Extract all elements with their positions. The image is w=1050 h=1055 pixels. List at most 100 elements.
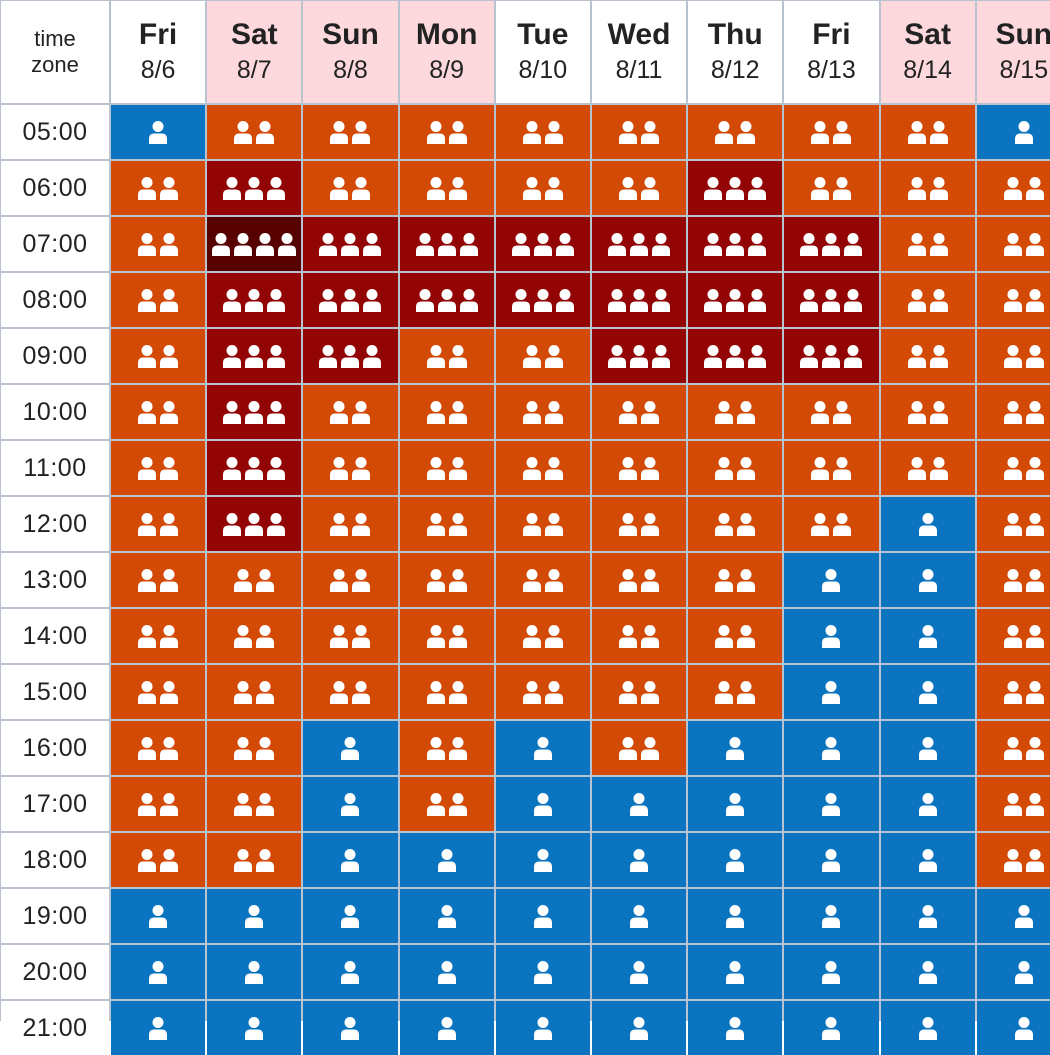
day-date: 8/8 (333, 56, 368, 84)
crowd-level-cell (784, 441, 879, 495)
crowd-level-cell (688, 161, 783, 215)
crowd-level-cell (591, 1001, 687, 1055)
person-icon (918, 961, 937, 984)
person-icon (715, 401, 734, 424)
person-icon (448, 625, 467, 648)
person-icon (245, 345, 264, 368)
person-icon (245, 1017, 264, 1040)
crowd-level-cell (495, 497, 590, 551)
person-icon (330, 681, 349, 704)
person-icon (608, 345, 627, 368)
crowd-level-cell (303, 497, 398, 551)
crowd-level-cell (591, 665, 687, 719)
person-icon (363, 289, 382, 312)
person-icon (160, 625, 179, 648)
person-icon (630, 1017, 649, 1040)
person-icon (522, 121, 541, 144)
person-icon (844, 233, 863, 256)
crowd-level-cell (880, 329, 975, 383)
crowd-level-cell (976, 217, 1050, 271)
person-icon (138, 625, 157, 648)
crowd-level-cell (591, 945, 687, 999)
person-icon (426, 681, 445, 704)
crowd-level-cell (591, 441, 687, 495)
person-icon (160, 457, 179, 480)
person-icon (619, 737, 638, 760)
crowd-level-cell (399, 1001, 494, 1055)
person-icon (138, 233, 157, 256)
person-icon (256, 233, 275, 256)
crowd-level-cell (976, 721, 1050, 775)
person-icon (448, 457, 467, 480)
crowd-level-cell (111, 105, 206, 159)
person-icon (1025, 849, 1044, 872)
person-icon (822, 233, 841, 256)
crowd-level-cell (688, 105, 783, 159)
crowd-level-cell (207, 161, 302, 215)
person-icon (1025, 737, 1044, 760)
person-icon (138, 513, 157, 536)
crowd-level-cell (976, 665, 1050, 719)
time-label: 12:00 (1, 497, 109, 551)
person-icon (448, 569, 467, 592)
person-icon (737, 569, 756, 592)
person-icon (833, 457, 852, 480)
person-icon (737, 625, 756, 648)
person-icon (608, 289, 627, 312)
crowd-level-cell (976, 609, 1050, 663)
crowd-level-cell (495, 441, 590, 495)
person-icon (1003, 177, 1022, 200)
person-icon (715, 681, 734, 704)
person-icon (544, 401, 563, 424)
person-icon (459, 233, 478, 256)
crowd-level-cell (399, 665, 494, 719)
person-icon (319, 289, 338, 312)
person-icon (522, 681, 541, 704)
crowd-level-cell (591, 609, 687, 663)
person-icon (149, 961, 168, 984)
crowd-level-cell (591, 833, 687, 887)
person-icon (426, 457, 445, 480)
person-icon (234, 233, 253, 256)
crowd-level-cell (303, 833, 398, 887)
person-icon (726, 345, 745, 368)
person-icon (511, 233, 530, 256)
crowd-level-cell (111, 553, 206, 607)
crowd-level-cell (784, 217, 879, 271)
crowd-level-cell (111, 945, 206, 999)
person-icon (822, 905, 841, 928)
person-icon (533, 905, 552, 928)
crowd-level-cell (880, 273, 975, 327)
person-icon (1003, 401, 1022, 424)
person-icon (234, 625, 253, 648)
person-icon (426, 625, 445, 648)
person-icon (1003, 513, 1022, 536)
crowd-level-cell (207, 721, 302, 775)
person-icon (437, 233, 456, 256)
crowd-level-cell (976, 1001, 1050, 1055)
crowd-level-cell (207, 553, 302, 607)
person-icon (352, 625, 371, 648)
person-icon (341, 849, 360, 872)
person-icon (737, 457, 756, 480)
person-icon (437, 849, 456, 872)
crowd-level-cell (111, 385, 206, 439)
person-icon (138, 457, 157, 480)
person-icon (918, 569, 937, 592)
crowd-level-cell (880, 609, 975, 663)
crowd-level-cell (688, 329, 783, 383)
person-icon (245, 961, 264, 984)
person-icon (726, 849, 745, 872)
crowd-level-cell (591, 553, 687, 607)
person-icon (544, 345, 563, 368)
person-icon (533, 289, 552, 312)
crowd-level-cell (784, 497, 879, 551)
person-icon (630, 345, 649, 368)
person-icon (138, 849, 157, 872)
crowd-level-cell (399, 217, 494, 271)
person-icon (704, 177, 723, 200)
person-icon (1025, 513, 1044, 536)
person-icon (1003, 233, 1022, 256)
person-icon (138, 401, 157, 424)
person-icon (748, 289, 767, 312)
